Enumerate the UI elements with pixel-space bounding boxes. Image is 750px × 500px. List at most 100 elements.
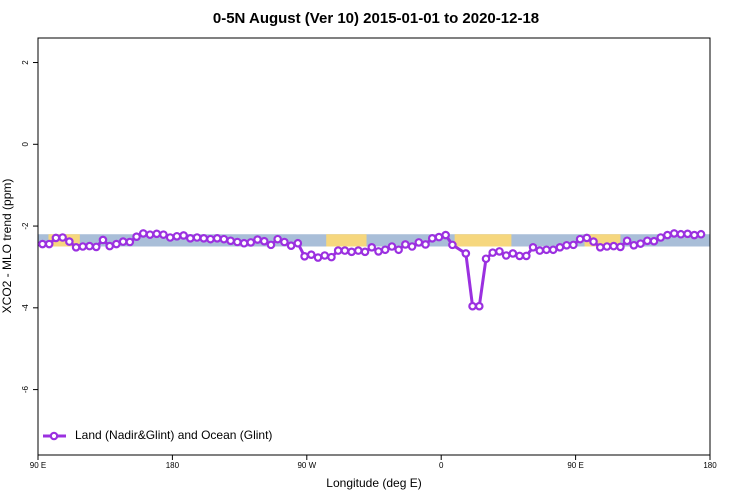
point xyxy=(280,237,289,247)
point xyxy=(575,234,585,244)
point xyxy=(112,239,121,249)
point xyxy=(696,229,706,239)
point xyxy=(306,250,316,259)
point xyxy=(105,241,114,251)
point xyxy=(535,246,545,255)
point xyxy=(669,229,679,238)
point xyxy=(253,235,262,244)
point xyxy=(91,242,101,252)
point xyxy=(333,246,343,255)
point xyxy=(44,239,54,249)
point xyxy=(676,229,686,239)
point xyxy=(206,234,215,244)
point xyxy=(427,234,437,243)
point xyxy=(38,239,47,249)
point xyxy=(313,253,323,262)
point xyxy=(481,254,491,264)
point xyxy=(239,238,249,248)
point xyxy=(51,233,61,243)
point xyxy=(642,236,652,246)
land-region xyxy=(326,234,367,247)
point xyxy=(508,249,518,258)
point xyxy=(65,237,74,246)
land-region xyxy=(454,234,512,247)
point xyxy=(380,245,390,255)
x-axis-label: Longitude (deg E) xyxy=(326,476,421,490)
point xyxy=(501,251,511,260)
point xyxy=(226,236,235,246)
x-tick-label: 180 xyxy=(703,461,717,470)
point xyxy=(374,247,383,256)
point xyxy=(98,235,108,245)
point xyxy=(387,242,397,251)
y-axis-label: XCO2 - MLO trend (ppm) xyxy=(0,179,14,314)
point xyxy=(172,231,182,241)
point xyxy=(421,240,430,249)
point xyxy=(327,252,336,262)
point xyxy=(636,239,645,248)
y-tick-label: 2 xyxy=(21,60,30,65)
point xyxy=(595,243,605,252)
point xyxy=(394,245,403,255)
point xyxy=(212,234,222,243)
point xyxy=(582,233,592,243)
point xyxy=(85,241,94,251)
y-tick-label: 0 xyxy=(21,142,30,147)
point xyxy=(448,240,457,250)
point xyxy=(441,230,450,240)
point xyxy=(273,234,282,244)
point xyxy=(219,234,229,244)
point xyxy=(616,242,625,252)
point xyxy=(629,240,639,250)
point xyxy=(488,248,498,257)
point xyxy=(589,237,598,246)
point xyxy=(569,240,578,250)
x-tick-label: 0 xyxy=(439,461,444,470)
point xyxy=(468,301,477,311)
point xyxy=(542,245,551,255)
point xyxy=(259,236,269,246)
point xyxy=(515,251,524,261)
point xyxy=(340,246,350,255)
point xyxy=(528,243,538,252)
point xyxy=(179,231,188,240)
point xyxy=(548,245,558,255)
x-tick-label: 90 E xyxy=(30,461,46,470)
legend-marker xyxy=(49,431,59,441)
point xyxy=(401,240,410,249)
point xyxy=(165,233,175,242)
point xyxy=(58,233,67,242)
x-tick-label: 90 W xyxy=(297,461,316,470)
point xyxy=(602,242,612,251)
point xyxy=(367,243,377,252)
point xyxy=(347,247,356,257)
point xyxy=(649,236,659,246)
point xyxy=(132,232,141,241)
x-tick-label: 180 xyxy=(166,461,180,470)
point xyxy=(266,240,276,250)
point xyxy=(199,234,209,243)
point xyxy=(300,252,309,261)
point xyxy=(159,230,168,239)
point xyxy=(562,240,571,250)
x-tick-label: 90 E xyxy=(567,461,583,470)
chart-title: 0-5N August (Ver 10) 2015-01-01 to 2020-… xyxy=(213,10,539,27)
point xyxy=(233,237,242,247)
point xyxy=(555,243,565,252)
point xyxy=(690,230,699,240)
point xyxy=(145,230,155,239)
legend-label: Land (Nadir&Glint) and Ocean (Glint) xyxy=(75,428,272,442)
point xyxy=(360,247,370,257)
point xyxy=(320,251,330,260)
point xyxy=(656,233,666,242)
y-tick-label: -6 xyxy=(21,385,30,393)
point xyxy=(293,238,303,248)
point xyxy=(118,237,128,246)
point xyxy=(138,229,148,238)
point xyxy=(407,242,417,251)
point xyxy=(434,232,444,242)
point xyxy=(354,246,363,255)
point xyxy=(609,241,618,251)
y-tick-label: -2 xyxy=(21,222,30,230)
point xyxy=(125,237,135,247)
